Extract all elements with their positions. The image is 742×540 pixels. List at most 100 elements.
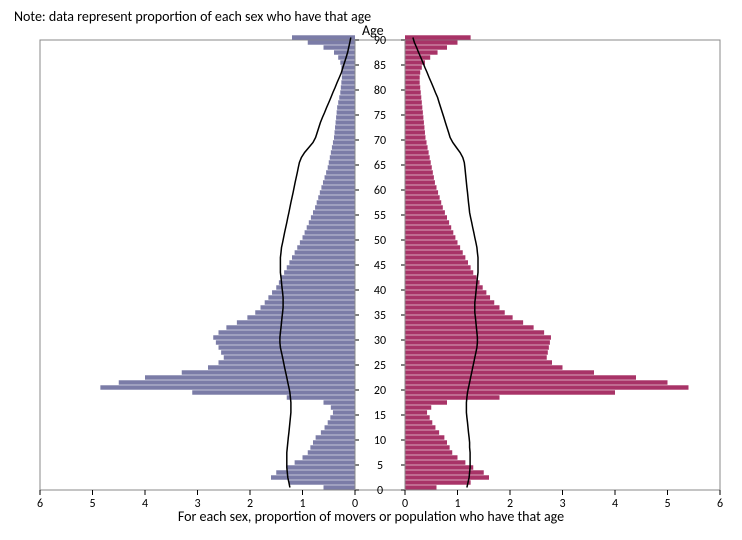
female-bar — [405, 265, 471, 269]
female-bar — [405, 130, 425, 134]
female-bar — [405, 300, 494, 304]
male-bar — [331, 405, 355, 409]
female-bar — [405, 270, 473, 274]
male-bar — [328, 165, 355, 169]
female-bar — [405, 155, 430, 159]
female-bar — [405, 185, 437, 189]
male-bar — [320, 190, 355, 194]
male-bar — [329, 160, 355, 164]
male-bar — [310, 445, 355, 449]
male-bar — [219, 360, 356, 364]
female-bar — [405, 180, 435, 184]
male-bar — [325, 425, 355, 429]
female-bar — [405, 450, 452, 454]
chart-svg: 0011223344556605101520253035404550556065… — [0, 0, 742, 540]
female-bar — [405, 425, 435, 429]
male-bar — [295, 250, 355, 254]
male-bar — [323, 180, 355, 184]
male-bar — [213, 335, 355, 339]
age-tick: 15 — [374, 409, 386, 423]
female-bar — [405, 145, 428, 149]
female-bar — [405, 140, 427, 144]
female-bar — [405, 205, 443, 209]
male-bar — [330, 155, 355, 159]
female-bar — [405, 95, 421, 99]
age-tick: 60 — [374, 184, 386, 198]
female-bar — [405, 160, 431, 164]
male-bar — [307, 225, 355, 229]
female-bar — [405, 360, 552, 364]
male-bar — [325, 175, 355, 179]
male-bar — [289, 480, 355, 484]
male-bar — [219, 330, 356, 334]
female-bar — [405, 65, 422, 69]
female-bar — [405, 80, 420, 84]
female-bar — [405, 440, 447, 444]
female-bar — [405, 110, 423, 114]
female-bar — [405, 105, 422, 109]
male-bar — [341, 80, 355, 84]
age-tick: 50 — [374, 234, 386, 248]
female-bar — [405, 55, 430, 59]
female-bar — [405, 370, 594, 374]
female-bar — [405, 475, 489, 479]
male-bar — [226, 325, 355, 329]
female-bar — [405, 115, 423, 119]
male-bar — [287, 265, 355, 269]
male-bar — [284, 270, 355, 274]
male-bar — [255, 310, 355, 314]
age-tick: 85 — [374, 59, 386, 73]
male-bar — [324, 45, 356, 49]
male-bar — [279, 280, 355, 284]
female-bar — [405, 260, 468, 264]
male-bar — [321, 185, 355, 189]
male-bar — [342, 75, 355, 79]
male-bar — [330, 415, 355, 419]
male-bar — [335, 125, 355, 129]
male-bar — [334, 50, 355, 54]
age-tick: 45 — [374, 259, 386, 273]
female-bar — [405, 50, 438, 54]
male-bar — [208, 365, 355, 369]
female-bar — [405, 175, 434, 179]
male-bar — [297, 245, 355, 249]
male-bar — [272, 290, 355, 294]
female-bar — [405, 295, 490, 299]
female-bar — [405, 275, 476, 279]
female-bar — [405, 40, 458, 44]
male-bar — [324, 400, 356, 404]
female-bar — [405, 420, 432, 424]
female-bar — [405, 465, 473, 469]
male-bar — [300, 240, 355, 244]
male-bar — [315, 205, 355, 209]
male-bar — [339, 95, 355, 99]
age-tick: 35 — [374, 309, 386, 323]
female-bar — [405, 165, 432, 169]
female-bar — [405, 315, 513, 319]
age-tick: 20 — [374, 384, 386, 398]
female-bar — [405, 200, 441, 204]
male-bar — [337, 105, 355, 109]
female-bar — [405, 225, 451, 229]
male-bar — [337, 110, 355, 114]
female-bar — [405, 310, 505, 314]
female-bar — [405, 135, 425, 139]
male-bar — [338, 100, 355, 104]
male-bar — [292, 35, 355, 39]
female-bar — [405, 75, 420, 79]
male-bar — [303, 235, 356, 239]
female-bar — [405, 410, 427, 414]
female-bar — [405, 320, 523, 324]
female-bar — [405, 460, 465, 464]
female-bar — [405, 285, 483, 289]
female-bar — [405, 305, 500, 309]
male-bar — [316, 435, 355, 439]
age-tick: 80 — [374, 84, 386, 98]
male-bar — [287, 395, 355, 399]
female-bar — [405, 405, 431, 409]
female-bar — [405, 235, 455, 239]
male-bar — [342, 70, 355, 74]
male-bar — [282, 275, 356, 279]
female-bar — [405, 445, 450, 449]
female-bar — [405, 100, 422, 104]
